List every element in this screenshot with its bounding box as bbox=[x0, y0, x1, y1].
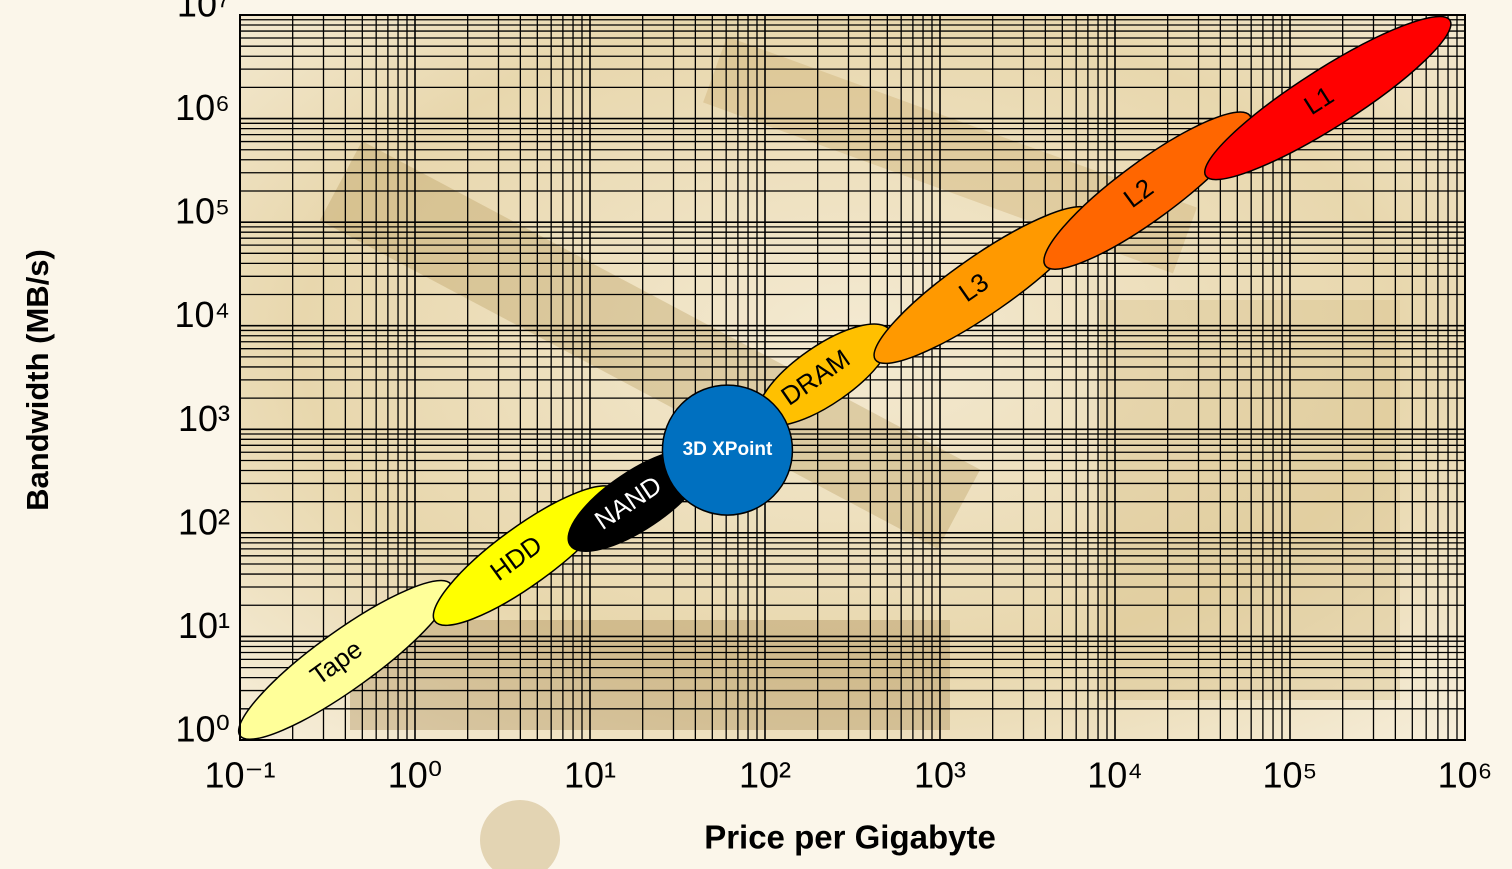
x-tick-label: 10¹ bbox=[564, 755, 616, 796]
page: {"chart_data": { "type": "ellipse", "x_l… bbox=[0, 0, 1512, 869]
x-tick-label: 10⁵ bbox=[1263, 755, 1318, 796]
point-label: 3D XPoint bbox=[683, 439, 773, 460]
y-axis-label: Bandwidth (MB/s) bbox=[20, 249, 55, 511]
x-tick-label: 10⁰ bbox=[388, 755, 442, 796]
y-tick-label: 10³ bbox=[178, 398, 230, 439]
x-axis-label: Price per Gigabyte bbox=[704, 819, 996, 856]
y-tick-label: 10⁴ bbox=[174, 294, 230, 335]
y-tick-label: 10⁵ bbox=[175, 191, 230, 232]
y-tick-label: 10⁰ bbox=[176, 709, 230, 750]
y-tick-label: 10⁷ bbox=[177, 0, 230, 25]
x-tick-label: 10⁻¹ bbox=[204, 755, 275, 796]
y-tick-label: 10¹ bbox=[178, 605, 230, 646]
chart: TapeHDDNANDDRAML3L2L13D XPoint Bandwidth… bbox=[0, 0, 1512, 869]
x-tick-label: 10³ bbox=[914, 755, 966, 796]
x-tick-label: 10² bbox=[739, 755, 791, 796]
y-tick-label: 10⁶ bbox=[175, 87, 230, 128]
x-tick-label: 10⁴ bbox=[1087, 755, 1143, 796]
x-tick-label: 10⁶ bbox=[1438, 755, 1493, 796]
y-tick-label: 10² bbox=[178, 501, 230, 542]
